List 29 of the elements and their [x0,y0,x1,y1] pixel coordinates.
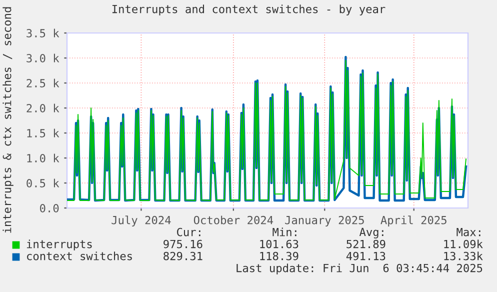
text: 13.33k [444,252,483,260]
y-tick-label: 2.0 k [26,104,60,112]
legend-label: interrupts [26,240,92,250]
text: 101.63 [260,240,298,248]
x-tick-label: October 2024 [194,216,274,224]
x-tick-label: January 2025 [285,216,364,226]
text: Min: [272,228,296,236]
y-tick-label: 3.5 k [26,28,60,38]
y-tick-label: 1.5 k [27,128,60,138]
text: 11.09k [444,240,483,248]
y-axis-title: interrupts & ctx switches / second [2,7,14,233]
y-tick-label: 1.0 k [27,154,60,162]
y-tick-label: 3.0 k [26,54,60,62]
text: 829.31 [164,252,202,260]
text: Cur: [176,228,200,236]
text: Max: [456,228,480,236]
y-tick-label: 2.5 k [26,78,60,88]
text: 118.39 [260,252,298,260]
text: Avg: [359,228,384,238]
text: 975.16 [164,240,202,248]
x-tick-label: April 2025 [380,216,446,226]
chart-title: Interrupts and context switches - by year [112,4,386,16]
x-tick-label: July 2024 [112,216,171,226]
y-tick-label: 0.0 [40,204,59,212]
y-tick-label: 0.5 k [26,178,60,188]
text: 491.13 [346,252,386,260]
text: Last update: Fri Jun 6 03:45:44 2025 [236,264,482,274]
legend-label: context switches [27,252,132,260]
text: 521.89 [346,240,386,248]
